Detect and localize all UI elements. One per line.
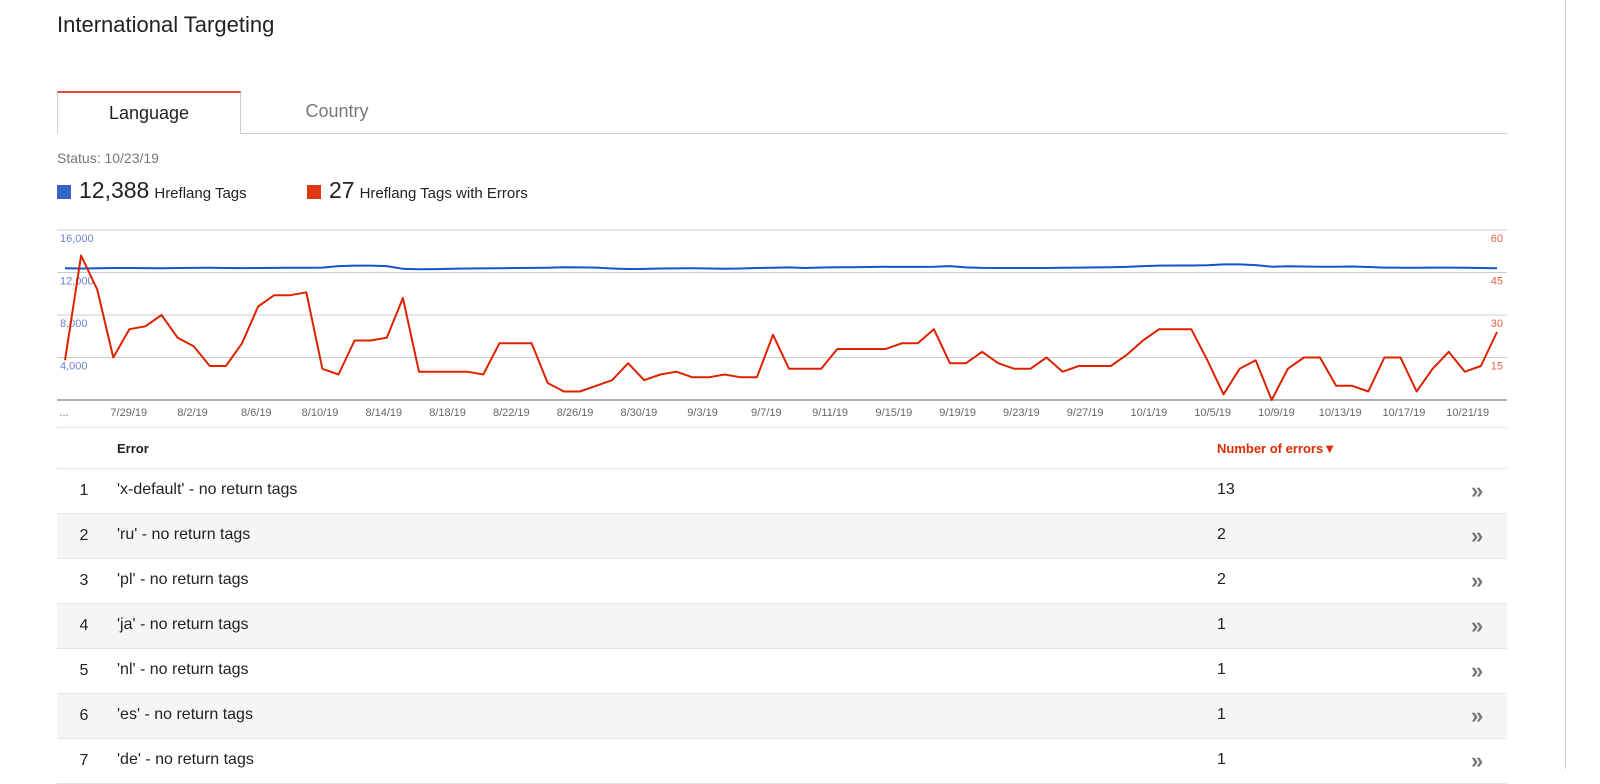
table-row[interactable]: 1 'x-default' - no return tags 13 » <box>57 469 1507 514</box>
error-name[interactable]: 'pl' - no return tags <box>117 571 249 588</box>
row-index: 3 <box>79 572 89 589</box>
row-index: 2 <box>79 527 89 544</box>
status-date: Status: 10/23/19 <box>57 150 159 166</box>
row-index: 4 <box>79 617 89 634</box>
x-axis-tick: 8/10/19 <box>302 407 339 419</box>
x-axis-tick: 7/29/19 <box>110 407 147 419</box>
table-header: Error Number of errors▼ <box>57 427 1507 469</box>
table-row[interactable]: 5 'nl' - no return tags 1 » <box>57 649 1507 694</box>
legend-hreflang-tags: 12,388 Hreflang Tags <box>57 177 247 204</box>
table-row[interactable]: 7 'de' - no return tags 1 » <box>57 739 1507 784</box>
double-chevron-right-icon[interactable]: » <box>1471 748 1483 773</box>
scrollbar-edge <box>1565 0 1566 769</box>
row-index: 7 <box>79 752 89 769</box>
error-count: 2 <box>1217 571 1226 588</box>
x-axis-tick: 8/22/19 <box>493 407 530 419</box>
error-count: 13 <box>1217 481 1235 498</box>
x-axis-tick: 10/9/19 <box>1258 407 1295 419</box>
x-axis-tick: 9/23/19 <box>1003 407 1040 419</box>
x-axis-tick: 9/15/19 <box>876 407 913 419</box>
left-axis-tick: 8,000 <box>60 318 88 330</box>
tab-country[interactable]: Country <box>305 101 369 121</box>
error-count: 1 <box>1217 751 1226 768</box>
right-axis-tick: 60 <box>1491 233 1503 245</box>
x-axis-tick: 8/30/19 <box>620 407 657 419</box>
left-axis-tick: 4,000 <box>60 361 88 373</box>
x-axis-tick: 8/2/19 <box>177 407 208 419</box>
row-index: 1 <box>79 482 89 499</box>
error-name[interactable]: 'ru' - no return tags <box>117 526 251 543</box>
number-of-errors-label: Number of errors <box>1217 441 1324 456</box>
x-axis-tick: 9/3/19 <box>687 407 718 419</box>
hreflang-tags-count: 12,388 <box>79 177 150 203</box>
x-axis-tick: 8/26/19 <box>557 407 594 419</box>
errors-table: Error Number of errors▼ 1 'x-default' - … <box>57 427 1507 784</box>
x-axis-tick: 8/6/19 <box>241 407 272 419</box>
tab-bar: Language Country <box>57 91 1507 134</box>
row-index: 5 <box>79 662 89 679</box>
series-line-hreflang-errors <box>64 254 1498 401</box>
right-axis-tick: 45 <box>1491 276 1503 288</box>
error-name[interactable]: 'nl' - no return tags <box>117 661 249 678</box>
double-chevron-right-icon[interactable]: » <box>1471 478 1483 503</box>
error-count: 2 <box>1217 526 1226 543</box>
table-row[interactable]: 2 'ru' - no return tags 2 » <box>57 514 1507 559</box>
page-title: International Targeting <box>57 12 275 37</box>
x-axis-tick: 8/14/19 <box>365 407 402 419</box>
double-chevron-right-icon[interactable]: » <box>1471 613 1483 638</box>
error-name[interactable]: 'ja' - no return tags <box>117 616 249 633</box>
x-axis-tick: 8/18/19 <box>429 407 466 419</box>
table-row[interactable]: 3 'pl' - no return tags 2 » <box>57 559 1507 604</box>
left-axis-tick: 16,000 <box>60 233 94 245</box>
hreflang-errors-label: Hreflang Tags with Errors <box>359 185 528 202</box>
hreflang-errors-count: 27 <box>329 177 355 203</box>
x-axis-tick: 10/1/19 <box>1131 407 1168 419</box>
x-axis-tick: 9/11/19 <box>812 407 848 419</box>
x-axis-tick: 10/17/19 <box>1383 407 1426 419</box>
x-axis-tick: ... <box>59 407 68 419</box>
tab-language[interactable]: Language <box>57 91 241 134</box>
red-swatch-icon <box>307 185 321 199</box>
legend-hreflang-errors: 27 Hreflang Tags with Errors <box>307 177 528 204</box>
double-chevron-right-icon[interactable]: » <box>1471 658 1483 683</box>
blue-swatch-icon <box>57 185 71 199</box>
table-row[interactable]: 4 'ja' - no return tags 1 » <box>57 604 1507 649</box>
row-index: 6 <box>79 707 89 724</box>
right-axis-tick: 15 <box>1491 361 1503 373</box>
double-chevron-right-icon[interactable]: » <box>1471 703 1483 728</box>
error-count: 1 <box>1217 661 1226 678</box>
error-count: 1 <box>1217 706 1226 723</box>
error-column-header: Error <box>117 441 149 456</box>
error-count: 1 <box>1217 616 1226 633</box>
hreflang-tags-label: Hreflang Tags <box>154 185 247 202</box>
number-of-errors-column-header[interactable]: Number of errors▼ <box>1217 441 1336 456</box>
series-line-hreflang-tags <box>64 263 1498 271</box>
error-name[interactable]: 'es' - no return tags <box>117 706 253 723</box>
double-chevron-right-icon[interactable]: » <box>1471 523 1483 548</box>
x-axis-tick: 9/7/19 <box>751 407 782 419</box>
double-chevron-right-icon[interactable]: » <box>1471 568 1483 593</box>
x-axis-tick: 10/21/19 <box>1446 407 1489 419</box>
table-row[interactable]: 6 'es' - no return tags 1 » <box>57 694 1507 739</box>
x-axis-tick: 9/19/19 <box>939 407 976 419</box>
error-name[interactable]: 'de' - no return tags <box>117 751 254 768</box>
error-name[interactable]: 'x-default' - no return tags <box>117 481 298 498</box>
x-axis-tick: 9/27/19 <box>1067 407 1104 419</box>
sort-desc-icon: ▼ <box>1323 441 1337 456</box>
right-axis-tick: 30 <box>1491 318 1503 330</box>
x-axis-tick: 10/5/19 <box>1194 407 1231 419</box>
x-axis-tick: 10/13/19 <box>1319 407 1362 419</box>
